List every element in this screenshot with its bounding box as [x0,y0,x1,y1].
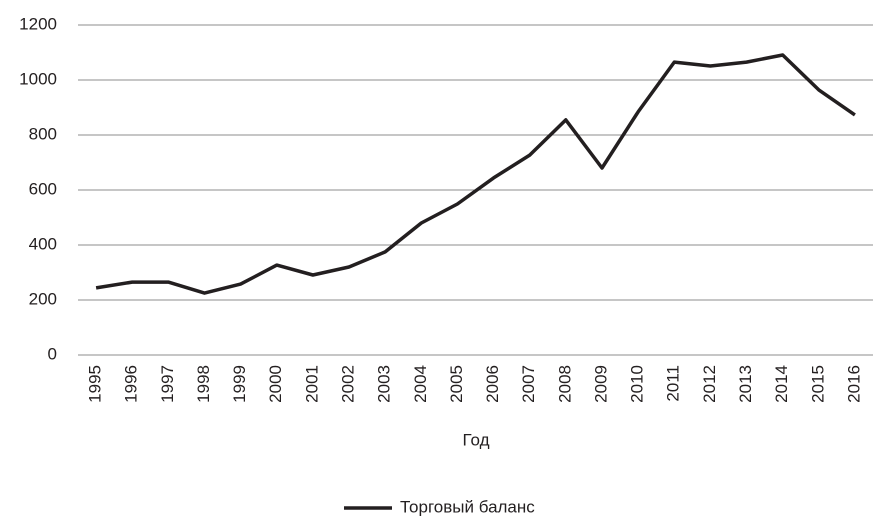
x-axis-label: Год [462,430,489,449]
x-tick-label: 2005 [447,365,466,403]
y-tick-label: 400 [29,234,57,253]
y-tick-label: 0 [48,344,57,363]
x-tick-label: 2014 [772,365,791,403]
x-tick-label: 2008 [555,365,574,403]
x-tick-label: 1999 [230,365,249,403]
x-tick-label: 2013 [736,365,755,403]
x-tick-label: 2003 [375,365,394,403]
x-tick-label: 2001 [302,365,321,403]
x-tick-label: 2000 [266,365,285,403]
y-tick-label: 800 [29,124,57,143]
x-tick-label: 2006 [483,365,502,403]
x-tick-label: 1995 [86,365,105,403]
x-tick-label: 1998 [194,365,213,403]
x-tick-label: 2012 [700,365,719,403]
line [95,53,856,295]
x-tick-label: 2016 [844,365,863,403]
x-tick-label: 2009 [591,365,610,403]
x-tick-label: 1997 [158,365,177,403]
x-tick-label: 2007 [519,365,538,403]
y-tick-label: 1200 [19,14,57,33]
y-tick-label: 600 [29,179,57,198]
y-tick-label: 1000 [19,69,57,88]
x-tick-label: 1996 [122,365,141,403]
x-tick-label: 2004 [411,365,430,403]
legend-label: Торговый баланс [400,497,535,516]
x-tick-label: 2010 [628,365,647,403]
x-tick-label: 2015 [808,365,827,403]
x-tick-label: 2002 [339,365,358,403]
x-tick-label: 2011 [664,365,683,402]
y-tick-label: 200 [29,289,57,308]
